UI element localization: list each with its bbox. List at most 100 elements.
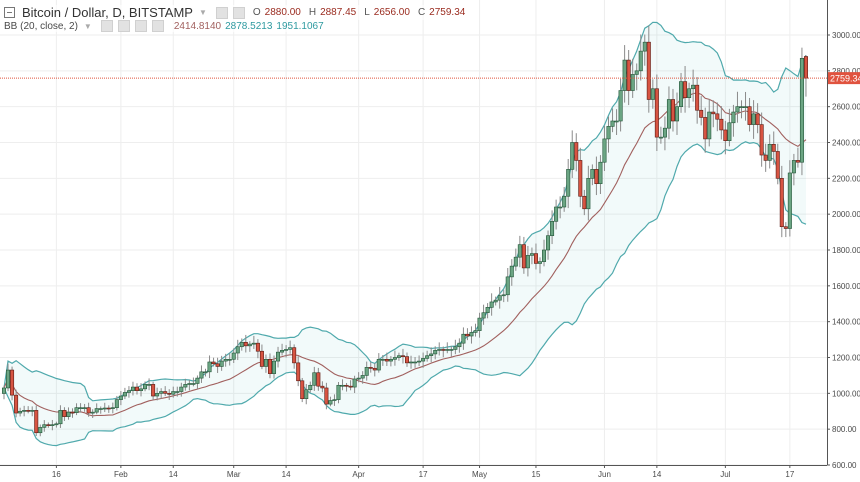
candle-body: [255, 342, 260, 352]
candle: [284, 345, 289, 358]
candle-body: [203, 371, 208, 374]
candle: [46, 422, 51, 428]
candle: [602, 125, 607, 172]
candle-body: [578, 160, 583, 197]
candle-body: [598, 161, 603, 185]
candle-body: [167, 393, 172, 395]
candle: [558, 196, 563, 219]
candle: [735, 91, 740, 123]
candle: [259, 344, 264, 370]
candle: [501, 289, 506, 303]
candle-body: [223, 358, 228, 362]
gear-icon[interactable]: [232, 6, 245, 19]
candle-body: [691, 84, 696, 90]
candle-body: [263, 358, 268, 367]
candle-body: [570, 142, 575, 170]
candle-body: [54, 423, 59, 426]
candle: [368, 362, 373, 373]
candle: [247, 341, 252, 352]
x-tick-label: 14: [169, 470, 178, 479]
candle: [614, 109, 619, 135]
candle-body: [400, 355, 405, 358]
x-tick-label: 14: [652, 470, 661, 479]
candle-body: [743, 106, 748, 108]
candle-body: [139, 388, 144, 391]
x-tick-label: May: [472, 470, 487, 479]
candle-body: [62, 410, 67, 417]
candle: [139, 383, 144, 397]
candle: [195, 375, 200, 390]
candle: [147, 378, 152, 391]
eye-icon[interactable]: [100, 20, 113, 32]
candle: [606, 116, 611, 153]
candle: [658, 126, 663, 144]
candle-body: [533, 253, 538, 264]
candle: [58, 405, 63, 428]
y-tick-label: 1600.00: [832, 282, 860, 291]
candle-body: [751, 113, 756, 125]
candle-body: [421, 358, 426, 362]
plus-icon[interactable]: [134, 20, 147, 32]
candle: [477, 312, 482, 338]
candle: [376, 353, 381, 373]
candle-body: [759, 124, 764, 156]
candle-body: [159, 391, 164, 394]
candle: [78, 403, 83, 413]
candle-body: [356, 377, 361, 380]
last-price-label: 2759.34: [830, 74, 860, 84]
candle-body: [654, 88, 659, 138]
eye-icon[interactable]: [215, 6, 228, 19]
candle-body: [457, 342, 462, 348]
candle: [598, 155, 603, 194]
candle: [316, 367, 321, 391]
candle-body: [425, 355, 430, 359]
candle-body: [586, 178, 591, 210]
candle: [86, 402, 91, 417]
chevron-down-icon[interactable]: ▼: [198, 8, 207, 17]
y-tick-label: 1800.00: [832, 246, 860, 255]
candle: [461, 327, 466, 350]
candle-body: [662, 127, 667, 138]
candle: [159, 388, 164, 399]
candle-body: [727, 122, 732, 142]
candle-body: [606, 126, 611, 140]
candle: [219, 355, 224, 371]
candle: [537, 257, 542, 274]
candle: [497, 286, 502, 309]
candle: [340, 379, 345, 391]
candle: [336, 382, 341, 404]
candle-body: [775, 151, 780, 179]
candle: [6, 363, 11, 392]
candle-body: [14, 394, 19, 414]
symbol-title[interactable]: Bitcoin / Dollar, D, BITSTAMP: [22, 5, 193, 20]
candle-body: [143, 384, 148, 390]
candle-body: [352, 378, 357, 388]
candle: [465, 328, 470, 341]
y-tick-label: 800.00: [832, 425, 857, 434]
collapse-icon[interactable]: [4, 7, 15, 18]
candle: [272, 355, 277, 379]
candle-body: [110, 407, 115, 409]
candle: [94, 403, 99, 415]
candle-body: [707, 111, 712, 140]
candle-body: [130, 386, 135, 391]
candle-body: [409, 361, 414, 364]
candle-body: [618, 90, 623, 122]
chevron-down-icon[interactable]: ▼: [83, 21, 92, 31]
candle: [62, 407, 67, 421]
candle: [779, 165, 784, 238]
candle: [267, 353, 272, 379]
candle: [679, 72, 684, 113]
candle-body: [763, 154, 768, 161]
candle: [747, 97, 752, 132]
candle-body: [231, 352, 236, 360]
candle: [211, 357, 216, 367]
indicator-label[interactable]: BB (20, close, 2): [4, 20, 78, 32]
candle-body: [517, 244, 522, 258]
candle-body: [312, 372, 317, 386]
close-icon[interactable]: [151, 20, 164, 32]
gear-icon[interactable]: [117, 20, 130, 32]
candle: [582, 189, 587, 216]
